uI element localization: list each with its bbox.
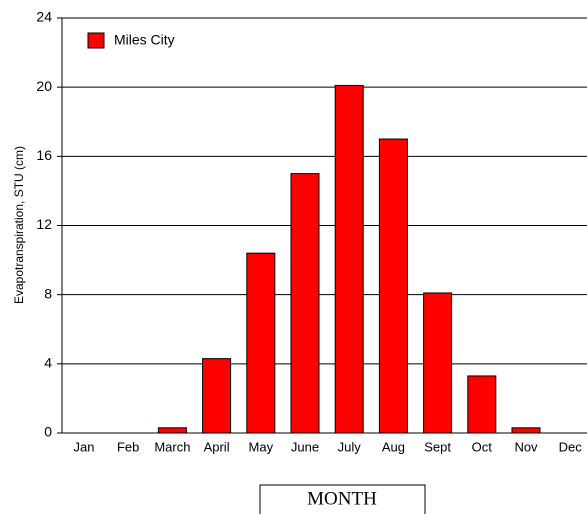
- bar: [334, 84, 364, 434]
- x-axis-label: MONTH: [307, 488, 377, 509]
- x-tick-label: April: [204, 439, 230, 454]
- y-tick-label: 12: [36, 216, 52, 232]
- bar: [378, 138, 408, 434]
- y-tick-label: 4: [44, 355, 52, 371]
- x-tick-label: Jan: [74, 439, 95, 454]
- x-tick-label: Aug: [382, 439, 405, 454]
- bar: [246, 252, 276, 434]
- y-tick-label: 8: [44, 285, 52, 301]
- legend-label: Miles City: [114, 32, 175, 48]
- x-tick-label: Sept: [424, 439, 451, 454]
- bar: [290, 173, 320, 434]
- x-tick-label: Dec: [559, 439, 583, 454]
- bar: [202, 358, 232, 434]
- bar: [511, 427, 541, 434]
- y-tick-label: 24: [36, 9, 52, 25]
- y-tick-label: 20: [36, 78, 52, 94]
- x-tick-label: July: [338, 439, 362, 454]
- x-tick-label: March: [154, 439, 190, 454]
- x-axis-label-box: [259, 484, 426, 514]
- bar: [467, 375, 497, 434]
- x-tick-label: June: [291, 439, 319, 454]
- bar: [423, 292, 453, 434]
- x-tick-label: Feb: [117, 439, 139, 454]
- y-axis-label: Evapotranspiration, STU (cm): [12, 146, 26, 304]
- x-tick-label: Oct: [472, 439, 493, 454]
- legend-swatch: [87, 32, 105, 49]
- x-tick-label: Nov: [514, 439, 538, 454]
- bar: [157, 427, 187, 434]
- y-tick-label: 16: [36, 147, 52, 163]
- x-tick-label: May: [249, 439, 274, 454]
- y-tick-label: 0: [44, 424, 52, 440]
